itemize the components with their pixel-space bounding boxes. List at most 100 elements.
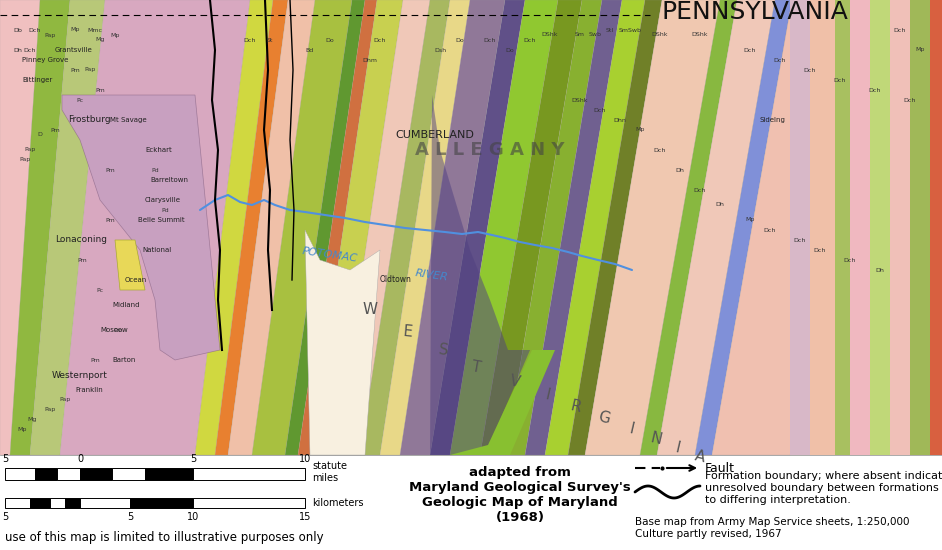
Text: Dch: Dch — [374, 37, 386, 42]
Text: Dch: Dch — [894, 28, 906, 32]
Bar — [193, 498, 305, 508]
Text: use of this map is limited to illustrative purposes only: use of this map is limited to illustrati… — [5, 531, 324, 544]
Polygon shape — [60, 0, 250, 455]
Text: SmSwb: SmSwb — [619, 28, 642, 32]
Text: Dch: Dch — [834, 78, 846, 82]
Bar — [65, 498, 80, 508]
Text: DShk: DShk — [572, 97, 588, 102]
Text: N: N — [649, 431, 663, 448]
Text: Pap: Pap — [44, 408, 56, 412]
Text: Dhn: Dhn — [613, 118, 626, 123]
Text: Do: Do — [456, 37, 464, 42]
Text: Dch: Dch — [694, 188, 706, 192]
Text: Mp: Mp — [110, 32, 120, 37]
Text: I: I — [544, 387, 552, 403]
Text: Pm: Pm — [77, 257, 87, 262]
Text: Midland: Midland — [112, 302, 139, 308]
Bar — [35, 468, 57, 480]
Text: St: St — [267, 37, 273, 42]
Polygon shape — [115, 240, 145, 290]
Text: Do: Do — [326, 37, 334, 42]
Bar — [193, 468, 305, 480]
Bar — [130, 498, 193, 508]
Text: kilometers: kilometers — [312, 498, 364, 508]
Text: Dch: Dch — [593, 107, 607, 113]
Bar — [0, 455, 942, 550]
Polygon shape — [195, 0, 273, 455]
Polygon shape — [505, 0, 602, 455]
Text: R: R — [569, 399, 583, 415]
Text: Dch: Dch — [244, 37, 256, 42]
Bar — [112, 468, 145, 480]
Polygon shape — [228, 0, 315, 455]
Text: Dhm: Dhm — [363, 58, 378, 63]
Text: DShk: DShk — [691, 32, 708, 37]
Text: Pc: Pc — [96, 288, 104, 293]
Text: Dch: Dch — [844, 257, 856, 262]
Text: Barton: Barton — [112, 357, 136, 363]
Polygon shape — [695, 0, 792, 455]
Text: I: I — [628, 421, 636, 437]
Text: Dch: Dch — [773, 58, 787, 63]
Polygon shape — [62, 95, 220, 360]
Text: 5: 5 — [190, 454, 196, 464]
Text: Mp: Mp — [916, 47, 925, 52]
Bar — [57, 468, 80, 480]
Polygon shape — [430, 0, 525, 455]
Text: 10: 10 — [299, 454, 311, 464]
Text: RIVER: RIVER — [414, 268, 449, 282]
Text: Mp: Mp — [635, 128, 644, 133]
Polygon shape — [0, 0, 40, 455]
Text: Fault: Fault — [705, 461, 735, 475]
Text: Dch: Dch — [29, 28, 41, 32]
Text: Mp: Mp — [71, 28, 80, 32]
Text: PENNSYLVANIA: PENNSYLVANIA — [661, 0, 849, 24]
Polygon shape — [215, 0, 288, 455]
Text: Stl: Stl — [606, 28, 614, 32]
Text: Do: Do — [506, 47, 514, 52]
Text: Dch: Dch — [804, 68, 816, 73]
Bar — [80, 468, 112, 480]
Text: V: V — [509, 373, 522, 390]
Text: Lonaconing: Lonaconing — [55, 235, 107, 245]
Text: Dh: Dh — [675, 168, 685, 173]
Text: Pd: Pd — [151, 168, 159, 173]
Text: Mg: Mg — [95, 37, 105, 42]
Text: Sidelng: Sidelng — [760, 117, 786, 123]
Polygon shape — [360, 0, 450, 455]
Text: Pm: Pm — [106, 217, 115, 223]
Text: adapted from
Maryland Geological Survey's
Geologic Map of Maryland
(1968): adapted from Maryland Geological Survey'… — [409, 466, 631, 524]
Text: Barreltown: Barreltown — [150, 177, 188, 183]
Text: Pap: Pap — [20, 157, 31, 162]
Text: Pap: Pap — [44, 32, 56, 37]
Text: statute: statute — [312, 461, 347, 471]
Text: Db: Db — [13, 28, 23, 32]
Text: Clarysville: Clarysville — [145, 197, 181, 203]
Polygon shape — [335, 0, 430, 455]
Bar — [5, 498, 30, 508]
Text: Dch: Dch — [794, 238, 806, 243]
Text: Dsh: Dsh — [434, 47, 447, 52]
Text: Dch: Dch — [814, 248, 826, 252]
Polygon shape — [568, 0, 662, 455]
Text: Frostburg: Frostburg — [68, 116, 110, 124]
Text: National: National — [142, 247, 171, 253]
Text: Dch: Dch — [869, 87, 881, 92]
Text: Pm: Pm — [95, 87, 105, 92]
Polygon shape — [252, 0, 352, 455]
Polygon shape — [712, 0, 870, 455]
Polygon shape — [298, 0, 377, 455]
Text: Moscow: Moscow — [100, 327, 128, 333]
Polygon shape — [310, 0, 403, 455]
Bar — [0, 0, 942, 455]
Text: Westernport: Westernport — [52, 371, 108, 380]
Text: 10: 10 — [187, 512, 199, 522]
Text: DShk: DShk — [652, 32, 668, 37]
Bar — [810, 0, 835, 455]
Bar — [80, 498, 130, 508]
Text: Pm: Pm — [106, 168, 115, 173]
Text: Pm: Pm — [50, 128, 60, 133]
Polygon shape — [430, 95, 530, 455]
Text: Pm: Pm — [90, 358, 100, 362]
Text: Dch: Dch — [764, 228, 776, 233]
